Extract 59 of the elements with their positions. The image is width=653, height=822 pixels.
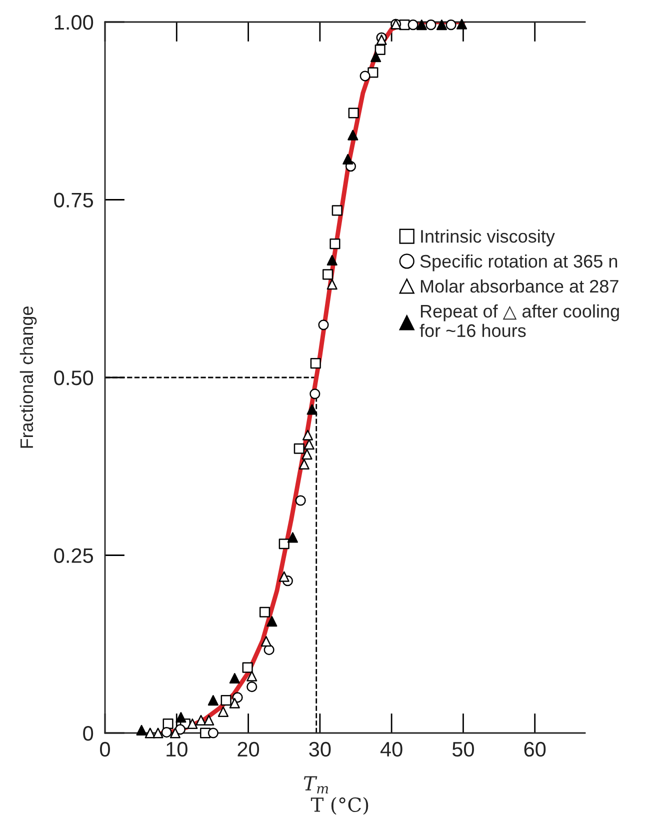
point xyxy=(208,695,218,706)
legend-label: Intrinsic viscosity xyxy=(421,229,555,246)
point xyxy=(326,279,338,290)
legend-label: Repeat of △ after cooling for ~16 hours xyxy=(420,304,619,338)
x-tick-label: 10 xyxy=(166,742,188,757)
x-axis-title: T (°C) xyxy=(310,797,368,815)
point xyxy=(376,34,387,46)
point xyxy=(330,238,340,250)
point xyxy=(332,205,342,216)
point xyxy=(348,108,359,118)
y-tick-label: 1.00 xyxy=(54,15,94,30)
x-tick-label: 0 xyxy=(100,742,110,757)
point xyxy=(408,20,418,30)
point xyxy=(220,695,232,706)
point xyxy=(342,154,354,165)
y-tick-label: 0.50 xyxy=(54,370,94,386)
y-tick-label: 0 xyxy=(83,726,94,741)
point xyxy=(318,320,329,330)
point xyxy=(259,606,270,618)
point xyxy=(196,714,206,726)
y-axis-title: Fractional change xyxy=(20,306,37,448)
point xyxy=(436,20,447,30)
point xyxy=(370,52,382,62)
point xyxy=(426,20,436,30)
point xyxy=(266,616,278,627)
point xyxy=(368,67,378,78)
point xyxy=(374,44,386,56)
point xyxy=(278,538,290,550)
point xyxy=(287,532,298,543)
x-tick-label: 30 xyxy=(309,742,331,757)
point xyxy=(294,443,304,454)
point xyxy=(322,269,334,280)
point xyxy=(176,712,186,723)
point xyxy=(326,254,338,266)
ref-line-label: T$_{m}$ xyxy=(304,776,328,794)
y-tick-label: 0.25 xyxy=(54,548,94,564)
point xyxy=(348,130,358,140)
point xyxy=(302,430,314,440)
point xyxy=(310,388,320,400)
x-tick-label: 20 xyxy=(238,742,260,757)
point xyxy=(416,20,427,30)
point xyxy=(456,18,468,30)
point xyxy=(278,571,290,582)
point xyxy=(360,70,370,82)
point xyxy=(187,718,198,730)
x-tick-label: 50 xyxy=(452,742,474,757)
legend-label: Molar absorbance at 287 xyxy=(420,279,618,293)
x-tick-label: 40 xyxy=(380,742,402,757)
point xyxy=(208,728,218,738)
point xyxy=(310,358,321,369)
x-tick-label: 60 xyxy=(524,742,546,757)
point xyxy=(229,672,240,684)
point xyxy=(161,727,172,738)
point xyxy=(306,404,318,415)
point xyxy=(242,662,253,673)
point xyxy=(446,20,456,30)
legend-label: Specific rotation at 365 n xyxy=(420,254,618,272)
point xyxy=(136,724,147,736)
y-tick-label: 0.75 xyxy=(54,192,94,208)
